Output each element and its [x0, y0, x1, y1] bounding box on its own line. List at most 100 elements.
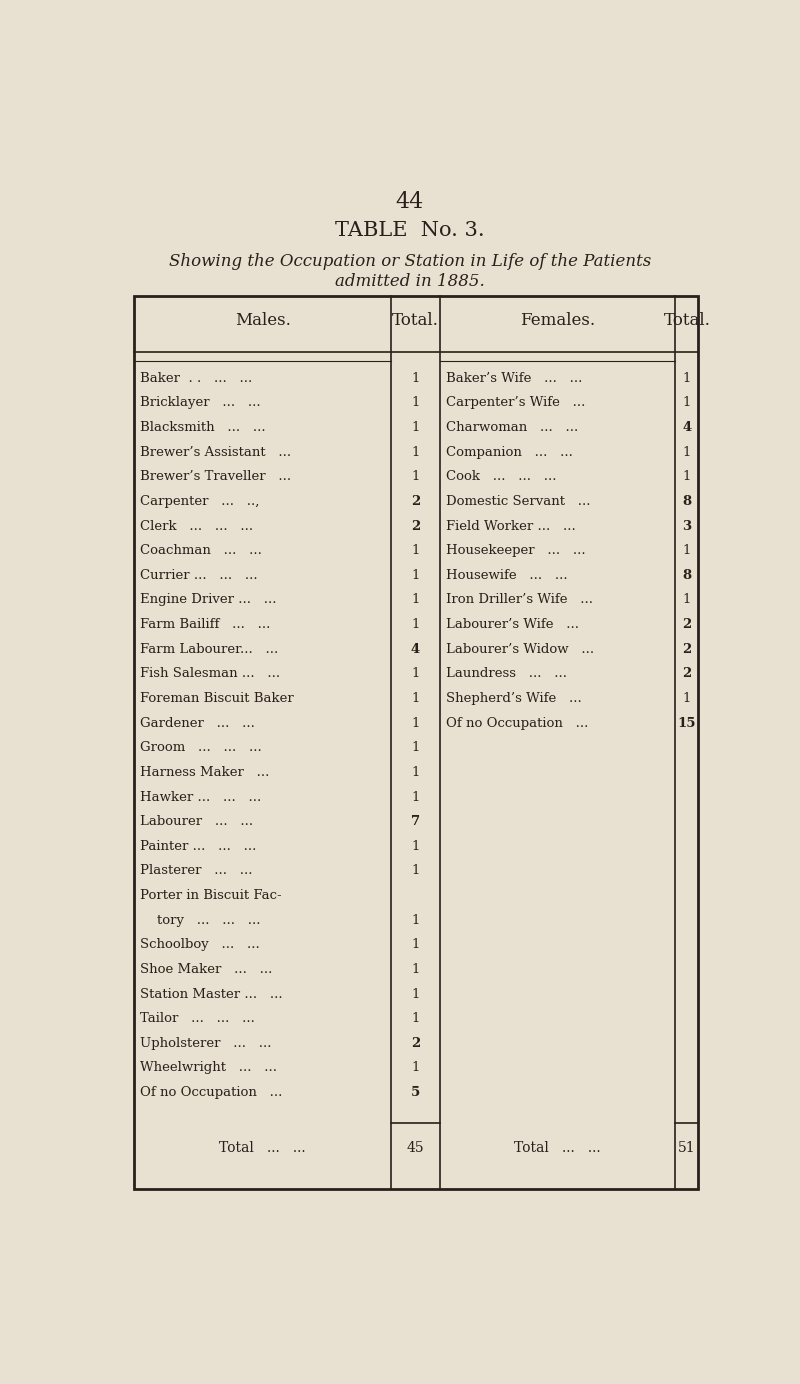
Text: 1: 1	[411, 865, 420, 877]
Text: Clerk   ...   ...   ...: Clerk ... ... ...	[140, 519, 254, 533]
Text: 1: 1	[411, 692, 420, 704]
Text: 8: 8	[682, 495, 691, 508]
Text: Domestic Servant   ...: Domestic Servant ...	[446, 495, 590, 508]
Text: 1: 1	[411, 1062, 420, 1074]
Text: 1: 1	[411, 840, 420, 853]
Text: 45: 45	[406, 1140, 424, 1154]
Text: 1: 1	[411, 471, 420, 483]
Text: 8: 8	[682, 569, 691, 581]
Text: 1: 1	[411, 765, 420, 779]
Text: Baker’s Wife   ...   ...: Baker’s Wife ... ...	[446, 372, 582, 385]
Text: 7: 7	[411, 815, 420, 828]
Text: 1: 1	[411, 446, 420, 458]
Text: 1: 1	[411, 790, 420, 804]
Text: Laundress   ...   ...: Laundress ... ...	[446, 667, 567, 681]
Text: 1: 1	[411, 421, 420, 435]
Text: Currier ...   ...   ...: Currier ... ... ...	[140, 569, 258, 581]
Text: 1: 1	[411, 1012, 420, 1026]
Text: Hawker ...   ...   ...: Hawker ... ... ...	[140, 790, 262, 804]
Text: Total   ...   ...: Total ... ...	[219, 1140, 306, 1154]
Text: Tailor   ...   ...   ...: Tailor ... ... ...	[140, 1012, 255, 1026]
Bar	[134, 296, 698, 1189]
Text: Porter in Biscuit Fac-: Porter in Biscuit Fac-	[140, 889, 282, 902]
Text: 5: 5	[411, 1086, 420, 1099]
Text: Upholsterer   ...   ...: Upholsterer ... ...	[140, 1037, 272, 1050]
Text: 1: 1	[411, 667, 420, 681]
Text: Engine Driver ...   ...: Engine Driver ... ...	[140, 594, 277, 606]
Text: Plasterer   ...   ...: Plasterer ... ...	[140, 865, 253, 877]
Text: 1: 1	[411, 619, 420, 631]
Text: Of no Occupation   ...: Of no Occupation ...	[446, 717, 588, 729]
Text: Total.: Total.	[392, 313, 439, 329]
Text: 1: 1	[411, 396, 420, 410]
Text: Females.: Females.	[520, 313, 595, 329]
Text: 51: 51	[678, 1140, 696, 1154]
Text: Foreman Biscuit Baker: Foreman Biscuit Baker	[140, 692, 294, 704]
Text: Carpenter   ...   ..,: Carpenter ... ..,	[140, 495, 260, 508]
Text: tory   ...   ...   ...: tory ... ... ...	[140, 913, 261, 927]
Text: Charwoman   ...   ...: Charwoman ... ...	[446, 421, 578, 435]
Text: 2: 2	[411, 495, 420, 508]
Text: Baker  . .   ...   ...: Baker . . ... ...	[140, 372, 253, 385]
Text: 1: 1	[411, 372, 420, 385]
Text: 4: 4	[411, 642, 420, 656]
Text: Gardener   ...   ...: Gardener ... ...	[140, 717, 255, 729]
Text: Blacksmith   ...   ...: Blacksmith ... ...	[140, 421, 266, 435]
Text: 1: 1	[411, 742, 420, 754]
Text: 1: 1	[682, 692, 691, 704]
Text: 1: 1	[682, 446, 691, 458]
Text: Carpenter’s Wife   ...: Carpenter’s Wife ...	[446, 396, 586, 410]
Text: Labourer   ...   ...: Labourer ... ...	[140, 815, 254, 828]
Text: Cook   ...   ...   ...: Cook ... ... ...	[446, 471, 557, 483]
Text: 1: 1	[682, 544, 691, 558]
Text: Total.: Total.	[663, 313, 710, 329]
Text: 2: 2	[682, 667, 691, 681]
Text: Bricklayer   ...   ...: Bricklayer ... ...	[140, 396, 261, 410]
Text: 1: 1	[682, 594, 691, 606]
Text: 2: 2	[682, 642, 691, 656]
Text: Showing the Occupation or Station in Life of the Patients: Showing the Occupation or Station in Lif…	[169, 253, 651, 270]
Text: 2: 2	[411, 519, 420, 533]
Text: Iron Driller’s Wife   ...: Iron Driller’s Wife ...	[446, 594, 593, 606]
Text: Brewer’s Traveller   ...: Brewer’s Traveller ...	[140, 471, 291, 483]
Text: Wheelwright   ...   ...: Wheelwright ... ...	[140, 1062, 278, 1074]
Text: 1: 1	[411, 938, 420, 951]
Text: Companion   ...   ...: Companion ... ...	[446, 446, 573, 458]
Text: Farm Labourer...   ...: Farm Labourer... ...	[140, 642, 278, 656]
Text: Males.: Males.	[235, 313, 290, 329]
Text: Labourer’s Wife   ...: Labourer’s Wife ...	[446, 619, 579, 631]
Text: 1: 1	[411, 594, 420, 606]
Text: Labourer’s Widow   ...: Labourer’s Widow ...	[446, 642, 594, 656]
Text: Housekeeper   ...   ...: Housekeeper ... ...	[446, 544, 586, 558]
Text: 1: 1	[682, 396, 691, 410]
Text: Station Master ...   ...: Station Master ... ...	[140, 988, 283, 1001]
Text: 4: 4	[682, 421, 691, 435]
Text: 44: 44	[396, 191, 424, 213]
Text: Total   ...   ...: Total ... ...	[514, 1140, 601, 1154]
Text: Painter ...   ...   ...: Painter ... ... ...	[140, 840, 257, 853]
Text: 3: 3	[682, 519, 691, 533]
Text: Harness Maker   ...: Harness Maker ...	[140, 765, 270, 779]
Text: 2: 2	[682, 619, 691, 631]
Text: Farm Bailiff   ...   ...: Farm Bailiff ... ...	[140, 619, 270, 631]
Text: Schoolboy   ...   ...: Schoolboy ... ...	[140, 938, 260, 951]
Text: 1: 1	[411, 963, 420, 976]
Text: 2: 2	[411, 1037, 420, 1050]
Text: Shepherd’s Wife   ...: Shepherd’s Wife ...	[446, 692, 582, 704]
Text: Brewer’s Assistant   ...: Brewer’s Assistant ...	[140, 446, 291, 458]
Text: 1: 1	[411, 988, 420, 1001]
Text: Coachman   ...   ...: Coachman ... ...	[140, 544, 262, 558]
Text: 1: 1	[682, 372, 691, 385]
Text: 1: 1	[682, 471, 691, 483]
Text: Shoe Maker   ...   ...: Shoe Maker ... ...	[140, 963, 273, 976]
Text: Of no Occupation   ...: Of no Occupation ...	[140, 1086, 282, 1099]
Text: 15: 15	[678, 717, 696, 729]
Text: 1: 1	[411, 544, 420, 558]
Text: admitted in 1885.: admitted in 1885.	[335, 273, 485, 289]
Text: Housewife   ...   ...: Housewife ... ...	[446, 569, 567, 581]
Text: 1: 1	[411, 913, 420, 927]
Text: Groom   ...   ...   ...: Groom ... ... ...	[140, 742, 262, 754]
Text: 1: 1	[411, 717, 420, 729]
Text: 1: 1	[411, 569, 420, 581]
Text: TABLE  No. 3.: TABLE No. 3.	[335, 221, 485, 241]
